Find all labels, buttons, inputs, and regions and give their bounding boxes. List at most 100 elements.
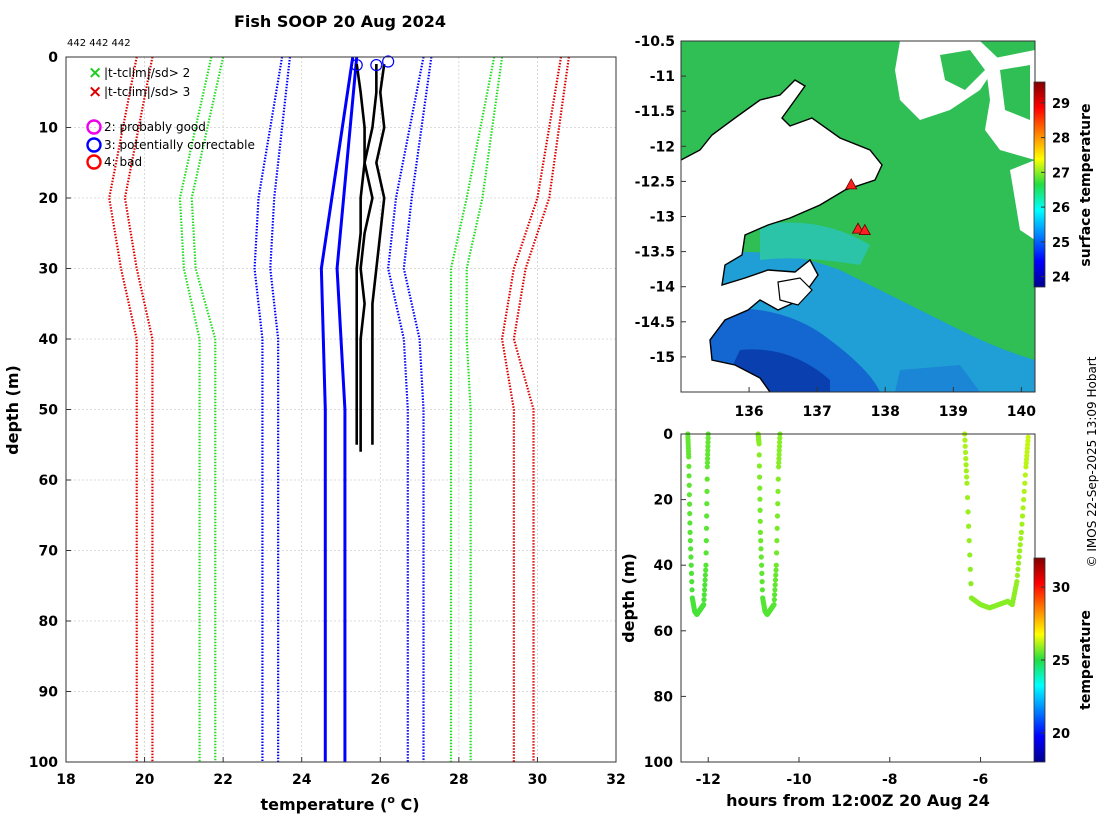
map-xtick-label: 137 bbox=[803, 404, 832, 420]
ts-data-point bbox=[703, 525, 710, 531]
ts-data-point bbox=[962, 437, 968, 443]
ts-data-point bbox=[774, 513, 781, 519]
ts-data-point bbox=[702, 572, 708, 578]
ts-data-point bbox=[776, 460, 782, 466]
ts-data-point bbox=[704, 456, 711, 462]
climatology-line bbox=[269, 56, 292, 762]
legend-x-marker: × bbox=[88, 63, 102, 83]
ts-data-point bbox=[776, 456, 782, 462]
climatology-line bbox=[512, 56, 570, 762]
qc-flag-marker bbox=[382, 55, 395, 68]
climatology-line bbox=[500, 56, 563, 762]
ts-data-point bbox=[705, 439, 711, 445]
ts-data-point bbox=[757, 496, 763, 502]
ts-data-point bbox=[686, 482, 692, 488]
profile-ytick-label: 80 bbox=[39, 614, 59, 630]
ts-data-point bbox=[966, 538, 972, 544]
ts-data-point bbox=[771, 597, 777, 603]
ts-data-point bbox=[1017, 542, 1023, 548]
ts-xtick-label: -10 bbox=[786, 772, 812, 788]
qc-flag-marker bbox=[370, 58, 383, 72]
map-ytick-label: -13 bbox=[650, 210, 675, 226]
profile-ytick-label: 60 bbox=[39, 473, 59, 489]
ts-data-point bbox=[758, 538, 764, 544]
ts-data-point bbox=[705, 443, 711, 449]
observed-profile-line bbox=[371, 63, 386, 445]
map-ytick-label: -11 bbox=[650, 69, 675, 85]
profile-ytick-label: 90 bbox=[39, 685, 59, 701]
ts-data-point bbox=[689, 587, 695, 593]
ts-data-point bbox=[1022, 472, 1028, 478]
legend-circle-marker bbox=[86, 137, 102, 153]
ts-ylabel: depth (m) bbox=[619, 553, 638, 643]
ts-data-point bbox=[705, 435, 711, 441]
observed-profile-line bbox=[355, 63, 366, 445]
ts-data-point bbox=[759, 579, 765, 585]
map-xtick-label: 140 bbox=[1007, 404, 1036, 420]
ts-xtick-label: -6 bbox=[973, 772, 989, 788]
climatology-line bbox=[190, 56, 225, 762]
ts-data-point bbox=[776, 451, 782, 458]
ts-data-point bbox=[773, 567, 779, 573]
ts-data-point bbox=[1018, 529, 1024, 536]
mean-profile-line bbox=[319, 56, 355, 762]
map-colorbar-tick: 29 bbox=[1052, 97, 1070, 112]
map-ytick-label: -12.5 bbox=[635, 174, 675, 190]
legend-item-label: 4: bad bbox=[104, 155, 142, 169]
ts-data-point bbox=[1018, 535, 1024, 542]
ts-data-point bbox=[703, 562, 709, 568]
profile-ytick-label: 70 bbox=[39, 544, 59, 560]
ts-data-point bbox=[757, 507, 763, 513]
ts-data-point bbox=[705, 447, 711, 453]
ts-data-point bbox=[963, 456, 969, 462]
ts-data-point bbox=[1021, 488, 1027, 494]
map-colorbar-tick: 26 bbox=[1052, 201, 1070, 216]
ts-data-point bbox=[963, 462, 969, 468]
station-marker bbox=[851, 222, 865, 234]
ts-ytick-label: 40 bbox=[654, 558, 674, 574]
ts-data-point bbox=[701, 601, 707, 608]
ts-data-point bbox=[704, 476, 710, 482]
ts-data-point bbox=[758, 546, 764, 552]
ts-data-point bbox=[756, 441, 762, 447]
ts-data-point bbox=[756, 463, 763, 469]
ts-colorbar-label: temperature bbox=[1078, 610, 1094, 710]
count-label: 442 442 442 bbox=[67, 38, 131, 49]
ts-data-point bbox=[687, 538, 693, 544]
island bbox=[777, 277, 813, 306]
ts-data-point bbox=[963, 468, 969, 474]
ts-data-point bbox=[686, 501, 693, 507]
ts-data-point bbox=[967, 566, 973, 572]
ts-data-point bbox=[1021, 497, 1027, 503]
legend-circle-marker bbox=[86, 154, 102, 170]
ts-data-point bbox=[758, 562, 765, 568]
ts-data-point bbox=[775, 501, 781, 507]
map-xtick-label: 139 bbox=[939, 404, 968, 420]
map-ytick-label: -14.5 bbox=[635, 315, 675, 331]
coastline bbox=[681, 79, 883, 392]
ts-data-point bbox=[688, 546, 694, 552]
ts-data-point bbox=[759, 570, 765, 577]
ts-data-point bbox=[687, 529, 693, 536]
ts-data-point bbox=[1019, 521, 1025, 527]
station-marker bbox=[845, 178, 858, 190]
ts-data-point bbox=[774, 538, 780, 544]
ts-data-point bbox=[758, 554, 764, 560]
qc-flag-marker bbox=[350, 58, 363, 72]
profile-xtick-label: 30 bbox=[528, 772, 548, 788]
ts-plot-area bbox=[681, 434, 1035, 762]
ts-data-point bbox=[703, 550, 709, 556]
map-colorbar-tick: 25 bbox=[1052, 236, 1070, 251]
ts-data-point bbox=[701, 592, 707, 598]
ts-data-point bbox=[773, 572, 779, 578]
ts-data-point bbox=[1016, 554, 1022, 560]
ts-data-point bbox=[772, 587, 778, 593]
ts-ytick-label: 0 bbox=[663, 427, 673, 443]
ts-data-point bbox=[686, 473, 692, 479]
ts-data-point bbox=[772, 582, 778, 588]
ts-data-point bbox=[702, 577, 708, 583]
ts-data-point bbox=[1022, 480, 1028, 486]
map-ytick-label: -10.5 bbox=[635, 34, 675, 50]
ts-data-point bbox=[775, 464, 782, 470]
